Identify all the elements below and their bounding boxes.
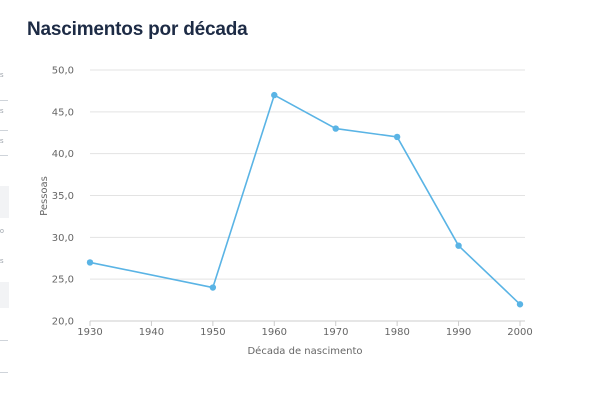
data-point[interactable] bbox=[393, 133, 401, 141]
data-point[interactable] bbox=[86, 259, 94, 266]
x-tick-label: 1940 bbox=[139, 327, 164, 338]
data-point[interactable] bbox=[516, 301, 524, 308]
x-axis-title: Década de nascimento bbox=[247, 345, 362, 357]
x-tick-label: 1930 bbox=[77, 327, 102, 338]
data-point[interactable] bbox=[332, 125, 339, 132]
y-tick-label: 30,0 bbox=[52, 233, 74, 244]
series-line bbox=[89, 94, 521, 305]
series-layer bbox=[86, 91, 524, 308]
x-tick-label: 1970 bbox=[323, 327, 348, 338]
axes: 20,0 25,0 30,0 35,0 40,0 45,0 50,0 1930 1940 1950… bbox=[52, 66, 533, 339]
gridlines bbox=[90, 69, 525, 322]
y-tick-label: 20,0 bbox=[52, 317, 74, 328]
page-title: Nascimentos por década bbox=[27, 19, 248, 40]
x-tick-label: 1980 bbox=[384, 327, 409, 338]
y-tick-label: 40,0 bbox=[52, 149, 74, 160]
x-tick-label: 1990 bbox=[446, 327, 471, 338]
y-axis-title: Pessoas bbox=[39, 176, 50, 216]
left-edge-fragment: s s s o s bbox=[0, 60, 10, 390]
x-tick-label: 1950 bbox=[200, 327, 225, 338]
data-point[interactable] bbox=[271, 91, 278, 99]
y-tick-label: 50,0 bbox=[52, 66, 74, 77]
data-point[interactable] bbox=[455, 242, 462, 249]
y-tick-label: 45,0 bbox=[52, 107, 74, 118]
x-tick-label: 2000 bbox=[507, 327, 532, 338]
x-tick-label: 1960 bbox=[262, 327, 287, 338]
y-tick-label: 35,0 bbox=[52, 191, 74, 202]
y-tick-label: 25,0 bbox=[52, 275, 74, 286]
data-point[interactable] bbox=[209, 284, 217, 291]
